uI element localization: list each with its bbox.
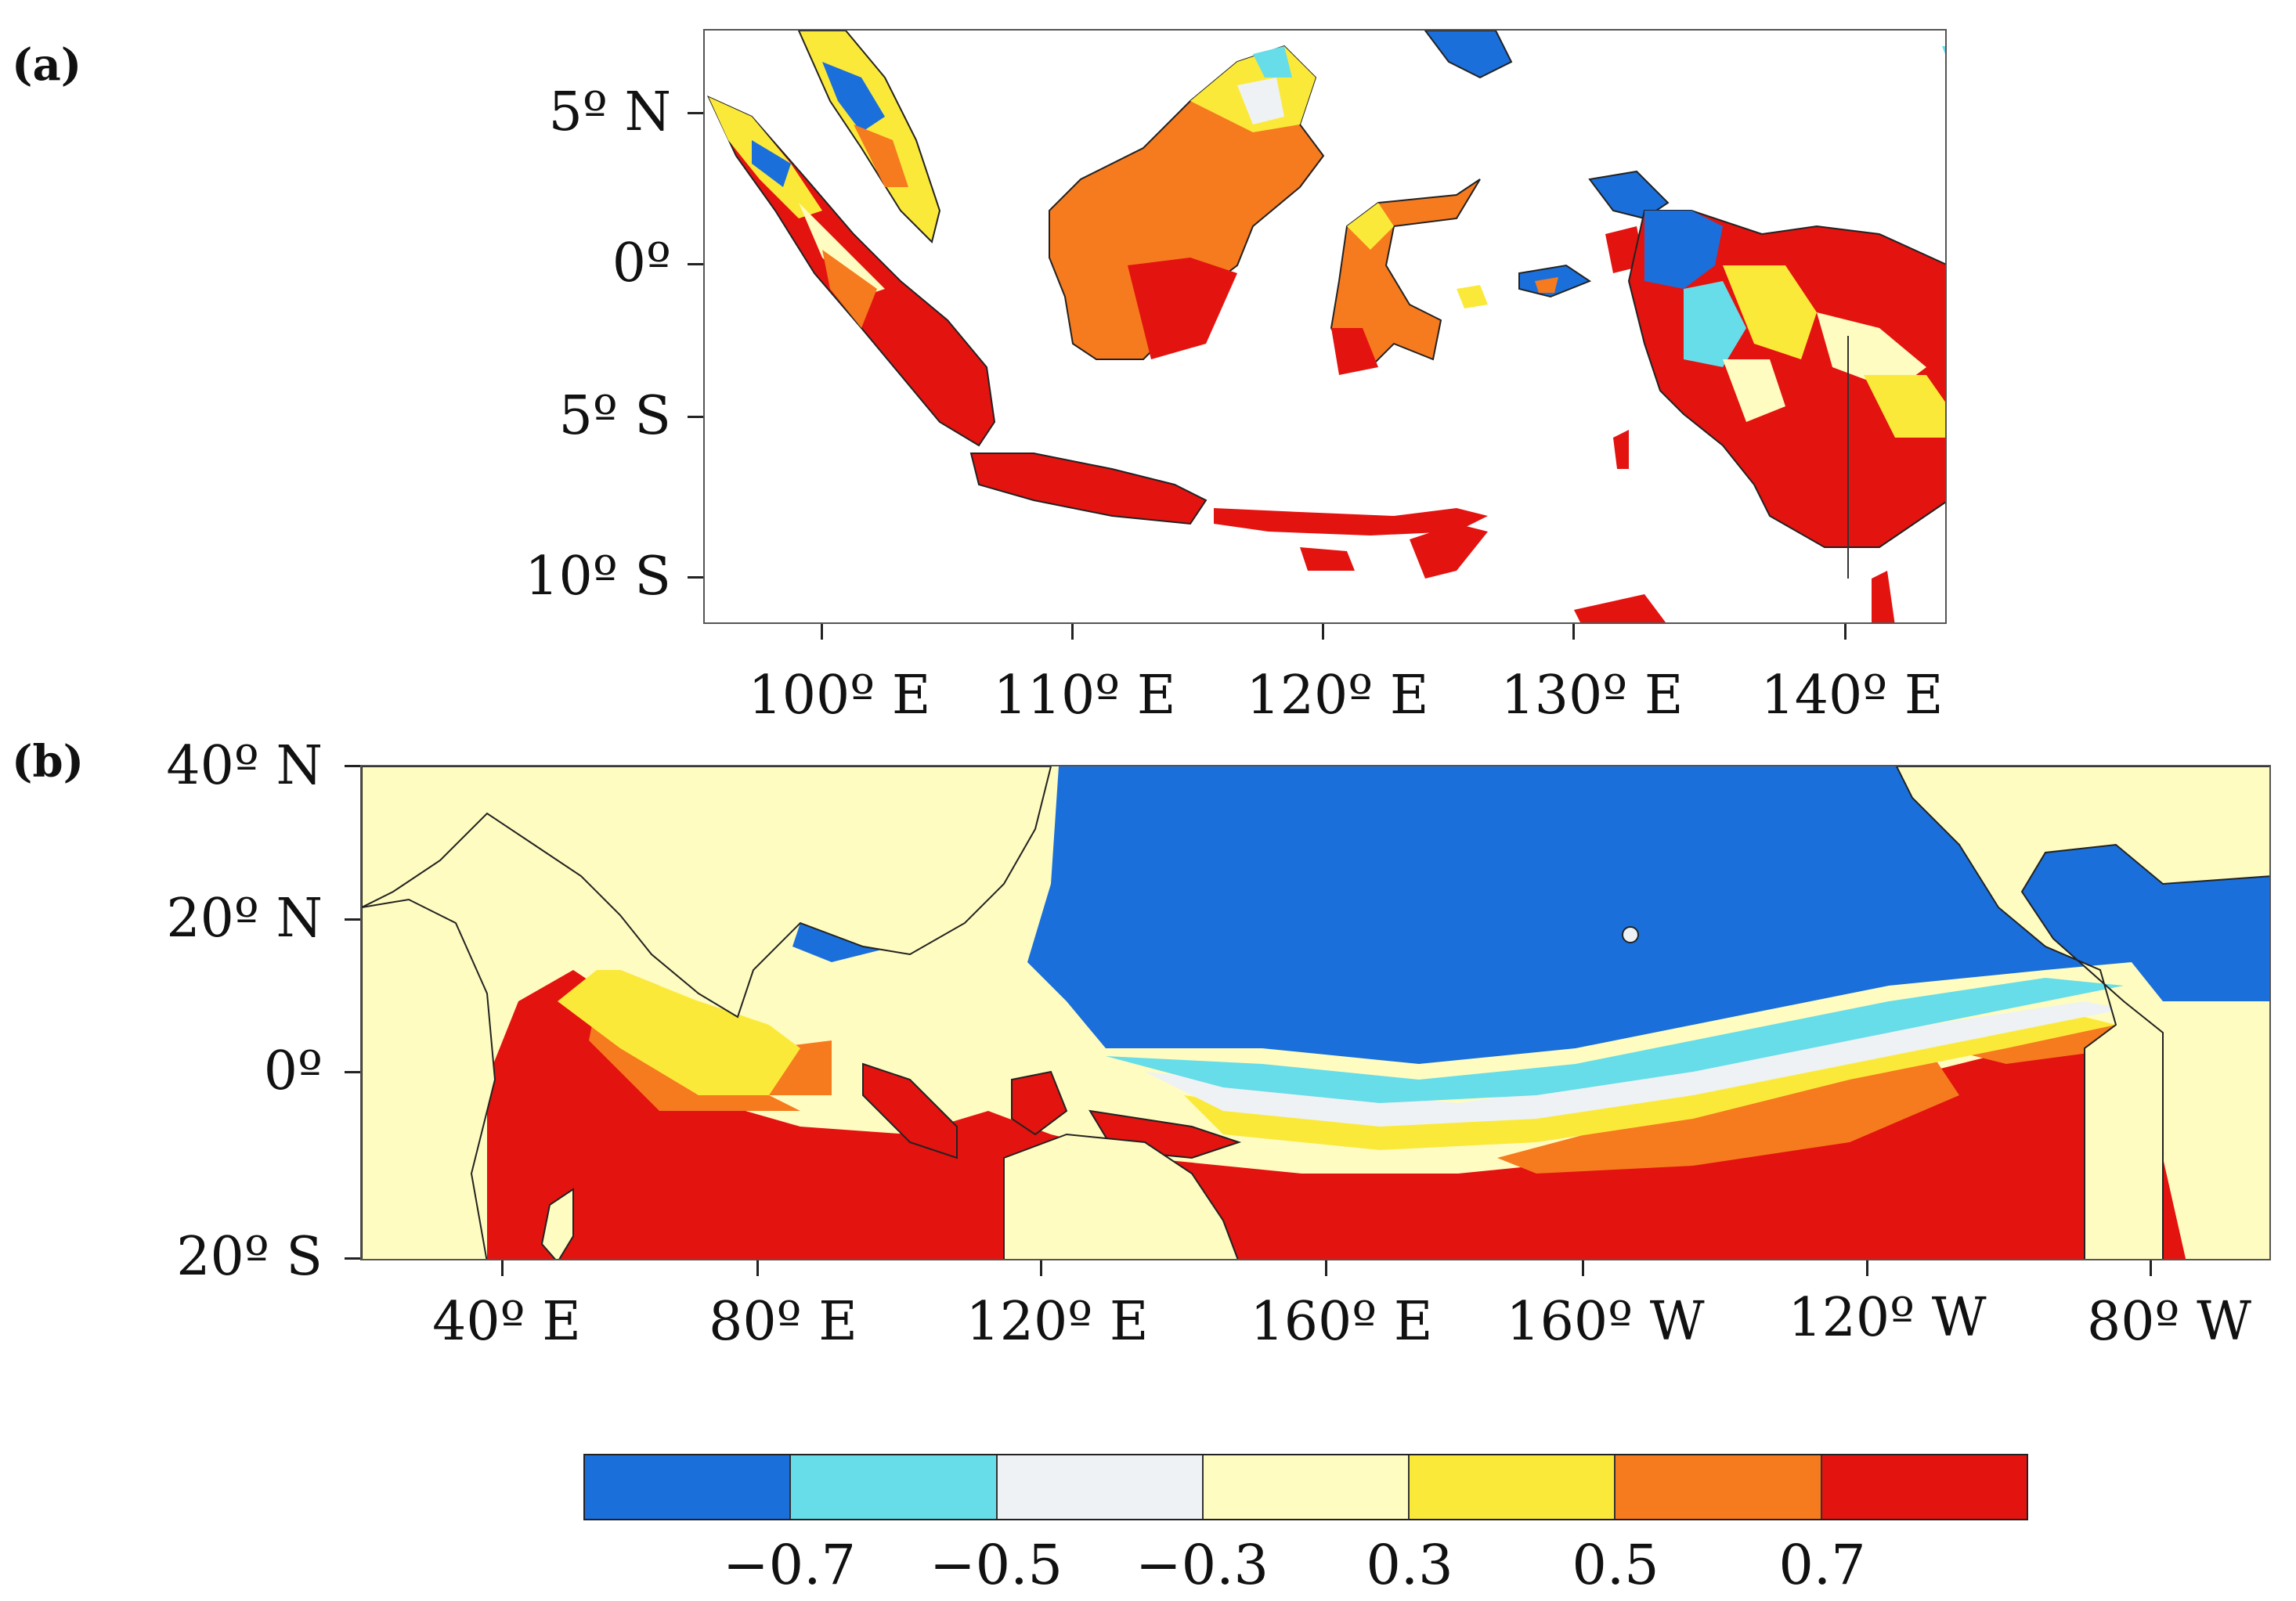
b-x-label-80w: 80º W <box>2086 1291 2252 1353</box>
b-x-label-160w: 160º W <box>1506 1291 1705 1353</box>
b-x-label-120w: 120º W <box>1788 1287 1987 1349</box>
b-y-label-20s: 20º S <box>176 1226 323 1288</box>
panel-label-b: (b) <box>12 736 85 788</box>
tick-b-y-0 <box>345 1071 360 1073</box>
tick-b-y-40n <box>345 765 360 767</box>
tick-a-y-10s <box>688 576 703 579</box>
colorbar-label-3: −0.3 <box>1135 1533 1269 1597</box>
b-x-label-120e: 120º E <box>966 1291 1149 1353</box>
colorbar-segment-7 <box>1821 1455 2027 1519</box>
tick-b-x-80e <box>756 1260 759 1276</box>
a-y-label-5s: 5º S <box>558 385 671 447</box>
colorbar-segment-2 <box>791 1455 998 1519</box>
colorbar-label-6: 0.7 <box>1778 1533 1866 1597</box>
colorbar-segment-5 <box>1410 1455 1616 1519</box>
tick-a-x-120e <box>1322 624 1324 640</box>
tick-a-x-110e <box>1071 624 1074 640</box>
tick-a-y-5s <box>688 416 703 418</box>
tick-b-x-120w <box>1866 1260 1868 1276</box>
tick-b-y-20s <box>345 1257 360 1260</box>
b-x-label-80e: 80º E <box>709 1291 857 1353</box>
colorbar <box>583 1454 2028 1520</box>
b-x-label-160e: 160º E <box>1250 1291 1433 1353</box>
map-indonesia <box>706 31 1945 622</box>
a-x-label-140e: 140º E <box>1760 665 1944 727</box>
a-y-label-5n: 5º N <box>548 81 671 143</box>
b-y-label-20n: 20º N <box>166 888 323 950</box>
a-x-label-110e: 110º E <box>993 665 1176 727</box>
tick-b-x-80w <box>2150 1260 2152 1276</box>
tick-b-x-160w <box>1582 1260 1584 1276</box>
b-y-label-40n: 40º N <box>166 735 323 797</box>
a-y-label-0: 0º <box>612 233 671 294</box>
map-tropical-indo-pacific <box>362 766 2269 1259</box>
a-y-label-10s: 10º S <box>525 546 671 608</box>
tick-a-y-0 <box>688 263 703 265</box>
map-panel-a <box>703 29 1947 624</box>
tick-b-x-40e <box>501 1260 504 1276</box>
colorbar-label-5: 0.5 <box>1572 1533 1659 1597</box>
colorbar-segment-1 <box>585 1455 792 1519</box>
a-x-label-120e: 120º E <box>1246 665 1429 727</box>
tick-a-x-140e <box>1844 624 1847 640</box>
colorbar-segment-3 <box>997 1455 1204 1519</box>
b-x-label-40e: 40º E <box>432 1291 581 1353</box>
tick-b-x-120e <box>1040 1260 1042 1276</box>
tick-a-x-130e <box>1572 624 1575 640</box>
colorbar-segment-6 <box>1616 1455 1822 1519</box>
map-panel-b <box>360 765 2271 1260</box>
colorbar-label-1: −0.7 <box>723 1533 856 1597</box>
tick-b-y-20n <box>345 918 360 921</box>
tick-b-x-160e <box>1325 1260 1327 1276</box>
panel-label-a: (a) <box>12 39 82 91</box>
a-x-label-100e: 100º E <box>748 665 931 727</box>
colorbar-segment-4 <box>1203 1455 1410 1519</box>
b-y-label-0: 0º <box>263 1040 323 1102</box>
a-x-label-130e: 130º E <box>1500 665 1684 727</box>
tick-a-x-100e <box>821 624 823 640</box>
tick-a-y-5n <box>688 112 703 114</box>
colorbar-label-2: −0.5 <box>930 1533 1063 1597</box>
colorbar-label-4: 0.3 <box>1366 1533 1453 1597</box>
